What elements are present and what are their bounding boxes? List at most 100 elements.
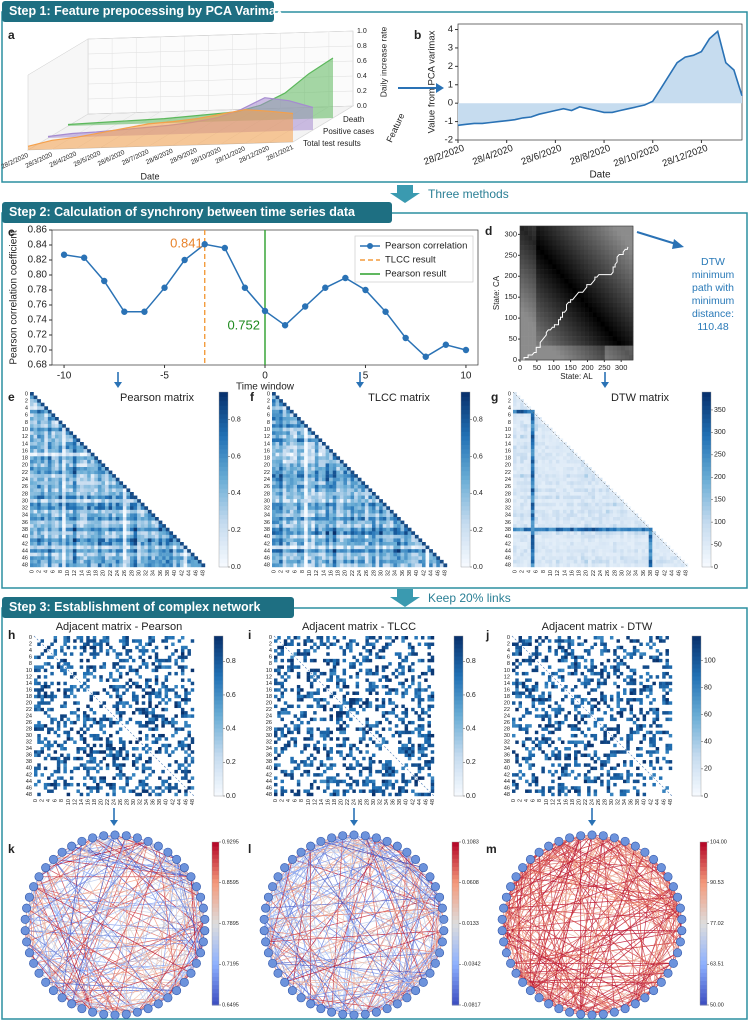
- heatmap-cell: [133, 524, 138, 528]
- heatmap-cell: [530, 463, 535, 468]
- heatmap-cell: [65, 513, 70, 518]
- heatmap-cell: [573, 467, 578, 471]
- heatmap-cell: [347, 545, 351, 550]
- heatmap-cell: [51, 552, 56, 557]
- heatmap-cell: [51, 520, 56, 525]
- x-tick-label: 12: [555, 570, 561, 576]
- heatmap-cell: [325, 513, 330, 518]
- heatmap-cell: [51, 417, 56, 421]
- heatmap-cell: [548, 492, 553, 496]
- heatmap-cell: [530, 481, 535, 486]
- heatmap-cell: [609, 538, 614, 543]
- heatmap-cell: [568, 278, 573, 284]
- heatmap-cell: [566, 474, 571, 478]
- heatmap-cell: [155, 556, 159, 561]
- heatmap-cell: [343, 474, 348, 478]
- heatmap-cell: [564, 326, 569, 332]
- heatmap-cell: [638, 531, 642, 536]
- heatmap-cell: [279, 524, 283, 528]
- x-tick-label: 28: [612, 570, 618, 576]
- heatmap-cell: [58, 542, 63, 546]
- heatmap-cell: [375, 556, 380, 561]
- heatmap-cell: [286, 431, 291, 436]
- heatmap-cell: [190, 559, 195, 564]
- y-tick-label: 200: [504, 271, 517, 280]
- heatmap-cell: [311, 467, 316, 471]
- heatmap-cell: [545, 459, 549, 464]
- data-point: [121, 308, 128, 315]
- heatmap-cell: [532, 321, 537, 327]
- heatmap-cell: [568, 226, 573, 232]
- heatmap-cell: [343, 527, 348, 532]
- heatmap-cell: [530, 417, 535, 421]
- heatmap-cell: [602, 495, 607, 500]
- heatmap-cell: [382, 520, 387, 525]
- heatmap-cell: [339, 559, 344, 564]
- heatmap-cell: [332, 517, 337, 521]
- colorbar-segment: [461, 475, 470, 480]
- heatmap-cell: [300, 563, 305, 568]
- heatmap-cell: [272, 445, 276, 450]
- heatmap-cell: [534, 556, 539, 561]
- colorbar-segment: [461, 497, 470, 502]
- heatmap-cell: [598, 520, 603, 525]
- heatmap-cell: [144, 545, 149, 550]
- heatmap-cell: [560, 278, 565, 284]
- heatmap-cell: [552, 269, 557, 275]
- colorbar-segment: [219, 462, 228, 467]
- heatmap-cell: [357, 538, 362, 543]
- heatmap-cell: [122, 513, 127, 518]
- heatmap-cell: [279, 431, 283, 436]
- heatmap-cell: [612, 321, 618, 327]
- heatmap-cell: [516, 409, 521, 414]
- heatmap-cell: [516, 534, 521, 539]
- heatmap-cell: [596, 297, 602, 303]
- heatmap-cell: [541, 524, 546, 528]
- heatmap-cell: [600, 312, 606, 318]
- heatmap-cell: [404, 531, 408, 536]
- x-tick-label: 4: [527, 570, 533, 573]
- heatmap-cell: [83, 552, 88, 557]
- heatmap-cell: [564, 269, 569, 275]
- heatmap-cell: [90, 481, 95, 486]
- heatmap-cell: [65, 559, 70, 564]
- heatmap-cell: [645, 563, 649, 568]
- heatmap-cell: [556, 264, 561, 270]
- y-tick-label: 42: [22, 541, 28, 547]
- heatmap-cell: [122, 520, 127, 525]
- heatmap-cell: [361, 509, 366, 514]
- heatmap-cell: [605, 524, 610, 528]
- heatmap-cell: [94, 559, 99, 564]
- heatmap-cell: [97, 549, 102, 553]
- heatmap-cell: [83, 488, 88, 493]
- heatmap-cell: [275, 406, 280, 411]
- heatmap-cell: [548, 531, 553, 536]
- heatmap-cell: [418, 552, 423, 557]
- heatmap-cell: [566, 484, 571, 489]
- heatmap-cell: [541, 552, 546, 557]
- colorbar-segment: [702, 431, 711, 437]
- heatmap-cell: [620, 538, 624, 543]
- heatmap-cell: [83, 506, 88, 511]
- heatmap-cell: [397, 549, 401, 553]
- heatmap-cell: [282, 520, 287, 525]
- heatmap-cell: [65, 524, 70, 528]
- heatmap-cell: [536, 269, 541, 275]
- heatmap-cell: [555, 452, 560, 457]
- heatmap-cell: [436, 563, 441, 568]
- heatmap-cell: [112, 477, 116, 482]
- heatmap-cell: [623, 534, 628, 539]
- heatmap-cell: [30, 513, 34, 518]
- heatmap-cell: [513, 517, 517, 521]
- heatmap-cell: [527, 420, 532, 425]
- heatmap-cell: [580, 316, 585, 323]
- heatmap-cell: [329, 524, 333, 528]
- heatmap-cell: [530, 420, 535, 425]
- heatmap-cell: [80, 495, 84, 500]
- heatmap-cell: [37, 545, 41, 550]
- heatmap-cell: [523, 524, 528, 528]
- heatmap-cell: [101, 517, 106, 521]
- heatmap-cell: [538, 513, 542, 518]
- heatmap-cell: [37, 502, 41, 507]
- colorbar-segment: [219, 457, 228, 463]
